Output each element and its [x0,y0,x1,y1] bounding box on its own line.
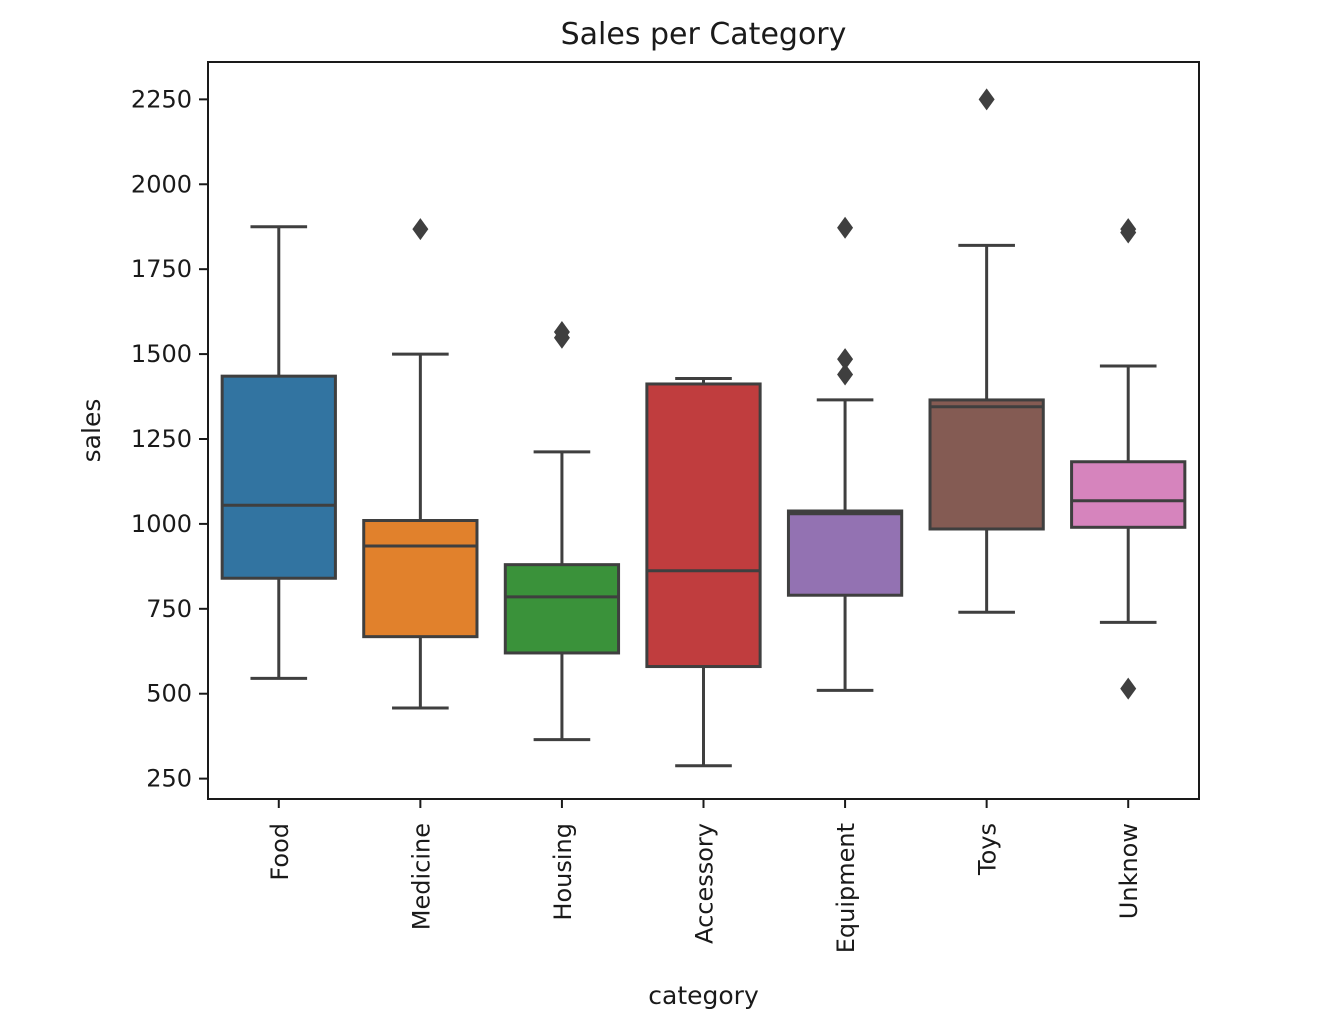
plot-marks [220,88,1187,768]
box-housing [503,321,621,742]
box-food [220,225,337,680]
y-axis-label: sales [77,399,106,463]
outlier-point [1120,677,1137,700]
x-tick-label: Housing [549,823,577,921]
box-body [645,382,762,669]
y-tick-label: 2250 [131,85,192,113]
x-tick-label: Medicine [407,823,435,930]
box-body [928,398,1045,531]
axis-ticks: 250 500 750 1000 1250 1500 1750 2000 2250 Food Med… [131,85,1143,953]
y-tick-label: 250 [146,765,192,793]
outlier-point [837,363,854,386]
box-body [220,374,337,580]
x-tick-label: Accessory [691,823,719,944]
x-tick-label: Unknow [1115,823,1143,919]
y-tick-label: 500 [146,680,192,708]
outlier-point [1120,218,1137,241]
box-unknow [1070,218,1187,700]
x-tick-label: Toys [974,823,1002,876]
y-tick-label: 1000 [131,510,192,538]
x-tick-label: Equipment [832,823,860,953]
box-equipment [786,216,904,692]
outlier-point [553,321,570,344]
x-tick-label: Food [266,823,294,881]
outlier-point [837,216,854,239]
box-body [1070,460,1187,529]
y-tick-label: 1250 [131,425,192,453]
outlier-point [837,348,854,371]
box-toys [928,88,1045,614]
box-body [786,509,904,597]
box-body [362,519,479,639]
box-accessory [645,377,762,768]
outlier-point [978,88,995,111]
box-body [503,563,621,655]
y-tick-label: 2000 [131,170,192,198]
y-tick-label: 1500 [131,340,192,368]
box-medicine [362,218,479,710]
outlier-point [412,218,429,241]
x-axis-label: category [648,981,759,1010]
y-tick-label: 750 [146,595,192,623]
chart-title: Sales per Category [561,17,847,52]
y-tick-label: 1750 [131,255,192,283]
